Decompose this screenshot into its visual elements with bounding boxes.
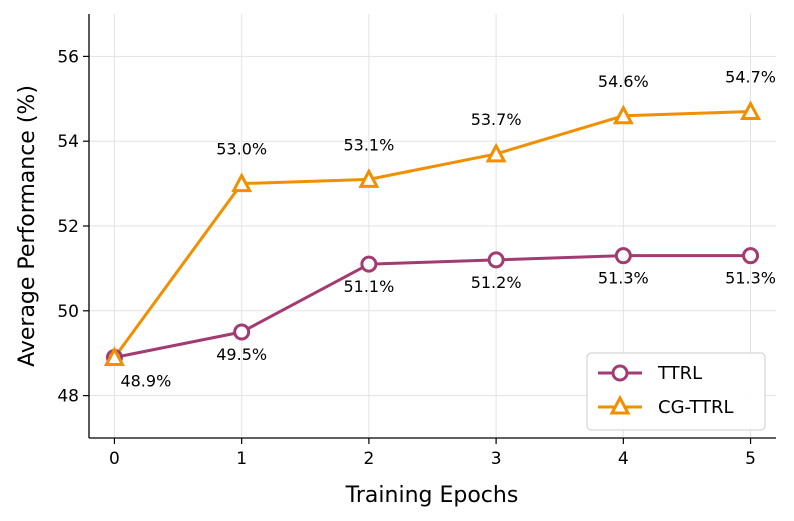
ttrl-point [360, 255, 378, 273]
x-tick-label: 2 [363, 449, 374, 469]
cg-ttrl-point [485, 142, 507, 163]
x-tick-label: 1 [236, 449, 247, 469]
ttrl-data-label: 51.2% [471, 273, 522, 292]
y-tick-label: 54 [57, 132, 79, 152]
ttrl-data-label: 51.3% [598, 269, 649, 288]
legend-cg-ttrl-marker [609, 394, 631, 415]
ttrl-point [487, 251, 505, 269]
x-tick-label: 5 [745, 449, 756, 469]
ttrl-data-label: 49.5% [216, 345, 267, 364]
y-axis-ticks: 48 50 52 54 56 [57, 47, 89, 407]
ttrl-point [233, 323, 251, 341]
cg-ttrl-point [103, 346, 125, 366]
ttrl-data-label: 51.3% [725, 269, 776, 288]
series-group [103, 100, 762, 366]
series-line-cg-ttrl [113, 110, 751, 359]
cg-ttrl-point [612, 104, 634, 125]
cg-ttrl-point [358, 168, 380, 188]
x-axis-title: Training Epochs [345, 483, 519, 508]
legend: TTRL CG-TTRL [586, 352, 766, 431]
x-tick-label: 0 [109, 449, 120, 469]
data-labels: 48.9% 49.5% 51.1% 51.2% 51.3% 51.3% 53.0% 53.1%… [120, 68, 776, 391]
ttrl-data-label: 48.9% [120, 371, 171, 390]
cg-ttrl-data-label: 54.7% [725, 68, 776, 87]
cg-ttrl-data-label: 53.1% [343, 135, 394, 154]
y-tick-label: 52 [57, 217, 79, 237]
cg-ttrl-point [740, 100, 762, 121]
cg-ttrl-point [231, 172, 253, 193]
ttrl-data-label: 51.1% [343, 277, 394, 296]
y-tick-label: 48 [57, 387, 79, 407]
series-line-ttrl [114, 254, 751, 359]
cg-ttrl-data-label: 53.0% [216, 140, 267, 159]
legend-cg-ttrl-label: CG-TTRL [658, 397, 734, 418]
x-tick-label: 4 [618, 449, 629, 469]
ttrl-point [614, 247, 632, 265]
cg-ttrl-data-label: 54.6% [598, 72, 649, 91]
y-axis-title: Average Performance (%) [15, 85, 40, 367]
legend-ttrl-label: TTRL [657, 363, 702, 384]
x-axis-ticks: 0 1 2 3 4 5 [109, 438, 756, 469]
ttrl-point [742, 247, 760, 265]
y-tick-label: 50 [57, 302, 79, 322]
x-tick-label: 3 [491, 449, 502, 469]
legend-ttrl-marker [611, 364, 629, 382]
y-tick-label: 56 [57, 47, 79, 67]
grid-lines [89, 14, 776, 438]
cg-ttrl-data-label: 53.7% [471, 110, 522, 129]
